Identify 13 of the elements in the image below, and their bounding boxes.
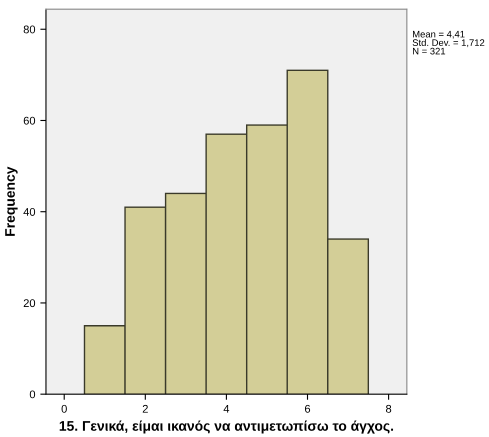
y-tick-label: 20: [24, 299, 36, 308]
x-tick-label: 4: [224, 405, 230, 413]
x-axis-title: 15. Γενικά, είμαι ικανός να αντιμετωπίσω το άγχος.: [60, 420, 394, 434]
y-tick-label: 40: [23, 208, 36, 216]
x-tick-label: 0: [62, 404, 67, 413]
y-tick-label: 0: [30, 390, 36, 398]
x-tick-label: 2: [142, 404, 148, 413]
x-tick-label: 8: [386, 404, 392, 413]
y-axis-title: Frequency: [5, 166, 18, 236]
x-tick-label: 6: [304, 404, 310, 413]
text: Mean = 4,41 Std. Dev. = 1,712 N = 321: [412, 30, 484, 54]
y-tick-label: 80: [24, 26, 36, 34]
y-tick-label: 60: [24, 116, 36, 125]
